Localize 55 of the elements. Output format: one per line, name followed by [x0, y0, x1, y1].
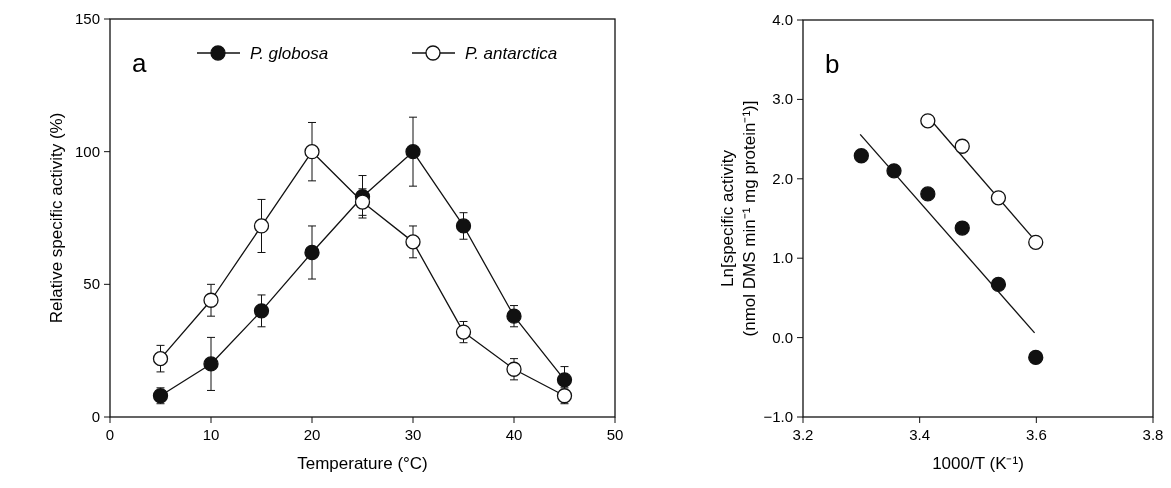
point — [1028, 349, 1044, 366]
legend-label: P. antarctica — [465, 44, 558, 63]
y-tick-label: 0.0 — [772, 328, 793, 346]
y-tick-label: 100 — [74, 142, 100, 160]
y-tick-label: −1.0 — [763, 408, 793, 425]
point — [954, 220, 970, 236]
x-tick-label: 50 — [606, 426, 624, 443]
point — [1028, 234, 1044, 250]
point — [253, 303, 270, 319]
x-tick-label: 20 — [303, 426, 321, 443]
x-tick-label: 3.2 — [792, 426, 814, 443]
point — [556, 388, 573, 404]
x-tick-label: 40 — [505, 426, 523, 443]
y-tick-label: 4.0 — [772, 11, 793, 28]
point — [455, 324, 472, 340]
point — [506, 361, 522, 377]
y-tick-label: 3.0 — [772, 90, 793, 108]
point — [354, 194, 371, 210]
y-tick-label: 1.0 — [772, 249, 793, 267]
point — [203, 356, 219, 372]
point — [455, 218, 472, 234]
x-tick-label: 0 — [105, 426, 115, 443]
point — [886, 163, 902, 179]
y-tick-label: 2.0 — [772, 169, 793, 187]
x-tick-label: 3.6 — [1025, 426, 1047, 443]
x-axis-title: Temperature (°C) — [297, 454, 428, 473]
point — [990, 190, 1007, 206]
x-tick-label: 3.8 — [1142, 426, 1164, 443]
point — [920, 113, 936, 129]
y-axis-title: Relative specific activity (%) — [47, 112, 66, 324]
legend-label: P. globosa — [250, 44, 329, 63]
x-tick-label: 30 — [404, 426, 422, 443]
point — [405, 144, 421, 160]
y-axis-title: Ln[specific activity (nmol DMS min⁻¹ mg protein⁻¹)] — [718, 100, 759, 337]
y-tick-label: 0 — [91, 408, 100, 425]
point — [304, 144, 320, 160]
point — [152, 350, 169, 367]
point — [990, 276, 1007, 293]
x-axis-title: 1000/T (K⁻¹) — [932, 454, 1024, 473]
point — [203, 292, 219, 308]
point — [920, 186, 936, 202]
x-tick-label: 10 — [202, 426, 220, 443]
y-tick-label: 150 — [74, 10, 100, 27]
point — [253, 218, 270, 234]
x-tick-label: 3.4 — [909, 426, 931, 443]
point — [954, 138, 970, 154]
annotation: b — [825, 49, 840, 79]
point — [405, 234, 421, 250]
y-tick-label: 50 — [83, 275, 100, 293]
annotation: a — [132, 48, 147, 78]
point — [853, 148, 869, 164]
point — [152, 388, 169, 404]
point — [506, 308, 522, 324]
point — [556, 372, 573, 388]
point — [304, 244, 320, 261]
